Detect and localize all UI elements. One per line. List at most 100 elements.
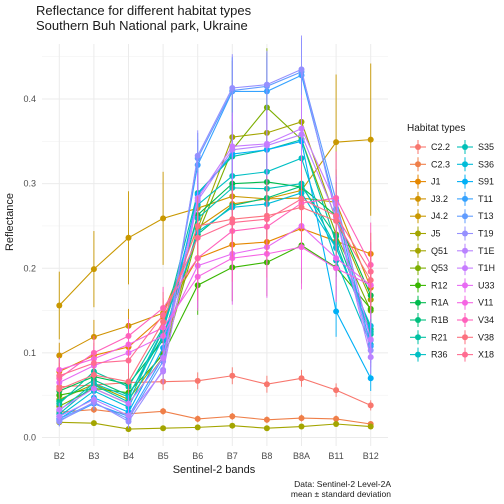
data-point — [367, 136, 374, 143]
legend-item: J1 — [410, 174, 441, 189]
data-point — [229, 219, 236, 226]
series-line — [58, 192, 372, 417]
series-j5 — [56, 419, 374, 433]
data-point — [56, 406, 63, 413]
legend-item: T1E — [457, 243, 495, 258]
legend-item: T1H — [457, 261, 495, 276]
legend-item: V34 — [457, 313, 494, 327]
data-point — [160, 425, 167, 432]
legend-key-point — [462, 178, 468, 185]
data-point — [298, 125, 305, 132]
legend-key-point — [415, 265, 421, 272]
legend-item: U33 — [457, 278, 495, 293]
series-line — [59, 421, 371, 430]
legend-key-point — [415, 161, 421, 168]
data-point — [298, 66, 305, 73]
legend-label: T11 — [478, 194, 493, 204]
data-point — [160, 311, 167, 318]
y-tick-label: 0.0 — [23, 433, 36, 443]
data-point — [125, 234, 132, 241]
series-line — [59, 225, 372, 384]
data-point — [194, 424, 201, 431]
data-point — [90, 396, 97, 403]
data-point — [263, 425, 270, 432]
legend-key-point — [415, 230, 421, 237]
legend-label: C2.2 — [431, 142, 450, 152]
legend-key-point — [415, 317, 421, 323]
legend-item: S91 — [457, 174, 494, 189]
data-point — [56, 372, 63, 379]
data-point — [298, 195, 305, 202]
data-point — [160, 354, 167, 361]
legend-key-point — [462, 213, 468, 220]
legend-label: S36 — [478, 159, 494, 169]
data-point — [298, 375, 305, 382]
plot-panel: 0.0 0.1 0.2 0.3 0.4 B2 B3 B4 B5 B6 B7 B8 B8A B11 B12 — [23, 35, 388, 461]
data-point — [56, 352, 63, 359]
legend-title: Habitat types — [407, 123, 465, 134]
legend-item: R12 — [410, 278, 448, 293]
legend-key-point — [462, 351, 468, 358]
x-tick-label: B3 — [88, 451, 99, 461]
legend-item: J3.2 — [410, 191, 448, 206]
data-point — [160, 408, 167, 415]
series-line — [59, 127, 372, 411]
data-point — [229, 143, 236, 150]
series-line — [58, 197, 372, 379]
data-point — [298, 415, 305, 422]
data-point — [333, 139, 340, 146]
legend-item: C2.3 — [410, 157, 450, 172]
series-line — [58, 138, 372, 405]
legend-label: V11 — [478, 298, 493, 308]
caption-line-2: mean ± standard deviation — [291, 489, 391, 499]
y-tick-label: 0.2 — [23, 263, 36, 273]
legend-label: Q51 — [431, 246, 448, 256]
data-point — [125, 332, 132, 339]
legend-item: J4.2 — [410, 209, 448, 224]
legend-item: T11 — [457, 191, 493, 206]
legend-item: R21 — [410, 330, 448, 345]
legend-item: T19 — [457, 226, 494, 241]
legend-label: J4.2 — [431, 211, 448, 221]
data-point — [263, 216, 270, 223]
data-point — [125, 378, 132, 385]
data-point — [90, 360, 97, 367]
data-point — [229, 85, 236, 92]
data-point — [367, 268, 374, 275]
legend-label: R21 — [431, 332, 448, 342]
chart-title: Reflectance for different habitat types — [36, 3, 252, 18]
data-point — [263, 416, 270, 423]
data-point — [298, 423, 305, 430]
series-line — [59, 409, 371, 425]
data-point — [263, 381, 270, 388]
data-point — [90, 420, 97, 427]
data-point — [194, 234, 201, 241]
legend-key-point — [462, 334, 468, 341]
series-c2-3 — [56, 406, 374, 427]
x-tick-label: B2 — [54, 451, 65, 461]
series-line — [59, 181, 372, 392]
data-point — [90, 266, 97, 273]
series-line — [59, 185, 372, 402]
y-axis-title: Reflectance — [4, 193, 16, 251]
series-line — [58, 183, 372, 415]
data-point — [194, 377, 201, 384]
data-point — [333, 265, 340, 272]
legend-key-point — [462, 265, 468, 272]
series-line — [59, 133, 372, 417]
data-point — [125, 357, 132, 364]
data-point — [333, 415, 340, 422]
data-point — [125, 400, 132, 407]
series-r1b — [56, 148, 374, 410]
legend-key-point — [462, 230, 468, 237]
legend-item: V11 — [457, 295, 493, 310]
x-tick-label: B8 — [261, 451, 272, 461]
series-line — [59, 375, 371, 406]
y-tick-label: 0.3 — [23, 179, 36, 189]
legend-item: J5 — [410, 226, 441, 241]
x-tick-label: B8A — [293, 451, 310, 461]
legend-item: V38 — [457, 330, 494, 345]
legend-label: Q53 — [431, 263, 448, 273]
x-tick-label: B11 — [328, 451, 343, 461]
x-tick-label: B5 — [158, 451, 169, 461]
